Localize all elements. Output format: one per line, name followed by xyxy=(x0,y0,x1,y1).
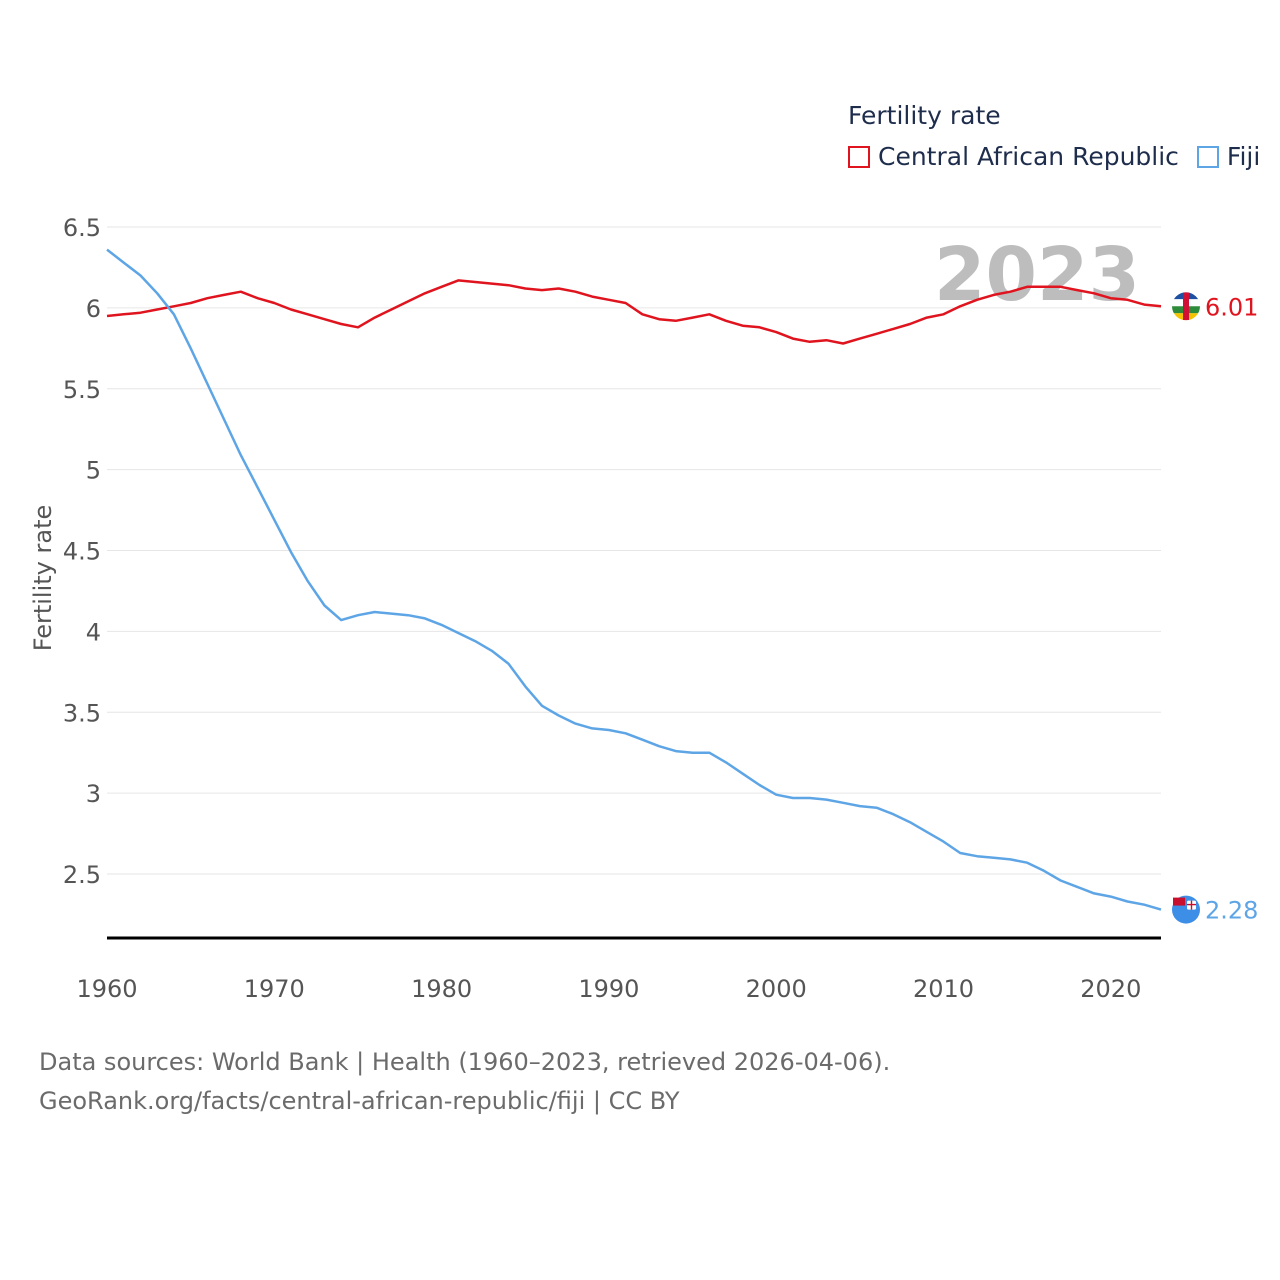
series-line-central-african-republic xyxy=(106,279,1162,345)
y-tick-label-3: 3 xyxy=(86,780,101,808)
legend: Fertility rate Central African Republic … xyxy=(848,100,1260,171)
y-axis-ticks: 2.5 3 3.5 4 4.5 5 5.5 6 6.5 xyxy=(63,214,101,889)
y-tick-label-5: 5 xyxy=(86,457,101,485)
x-tick-label-1990: 1990 xyxy=(578,975,639,1003)
legend-swatch-central-african-republic xyxy=(848,145,870,168)
y-tick-label-3.5: 3.5 xyxy=(63,699,101,727)
end-value-label-central-african-republic: 6.01 xyxy=(1205,293,1258,321)
end-value-label-fiji: 2.28 xyxy=(1205,897,1258,925)
footer-sources: Data sources: World Bank | Health (1960–… xyxy=(39,1048,891,1076)
legend-title: Fertility rate xyxy=(848,101,1001,130)
x-tick-label-2000: 2000 xyxy=(746,975,807,1003)
legend-item-fiji[interactable]: Fiji xyxy=(1196,142,1261,171)
x-tick-label-1970: 1970 xyxy=(244,975,305,1003)
footer: Data sources: World Bank | Health (1960–… xyxy=(39,1043,890,1121)
y-tick-label-6: 6 xyxy=(86,295,101,323)
grid-lines xyxy=(107,226,1161,875)
x-tick-label-1980: 1980 xyxy=(411,975,472,1003)
series-lines xyxy=(106,248,1162,911)
x-tick-label-2010: 2010 xyxy=(913,975,974,1003)
series-end-markers: 6.01 2.28 xyxy=(1172,292,1258,925)
legend-swatch-fiji xyxy=(1196,145,1219,168)
flag-icon-fiji xyxy=(1172,895,1200,924)
y-tick-label-4: 4 xyxy=(86,618,101,646)
flag-band-central-african-republic xyxy=(1183,292,1189,321)
flag-icon-central-african-republic xyxy=(1172,292,1200,321)
y-axis-label: Fertility rate xyxy=(29,505,57,652)
y-tick-label-6.5: 6.5 xyxy=(63,214,101,242)
legend-item-central-african-republic[interactable]: Central African Republic xyxy=(848,142,1179,171)
x-tick-label-1960: 1960 xyxy=(76,975,137,1003)
legend-label-central-african-republic: Central African Republic xyxy=(878,142,1179,171)
y-tick-label-4.5: 4.5 xyxy=(63,538,101,566)
legend-label-fiji: Fiji xyxy=(1226,142,1261,171)
y-tick-label-5.5: 5.5 xyxy=(63,376,101,404)
x-tick-label-2020: 2020 xyxy=(1080,975,1141,1003)
footer-attribution: GeoRank.org/facts/central-african-republ… xyxy=(39,1087,680,1115)
legend-items: Central African Republic Fiji xyxy=(848,142,1260,171)
flag-body-central-african-republic xyxy=(1172,292,1200,321)
flag-jack-fiji xyxy=(1173,897,1185,906)
series-line-fiji xyxy=(106,248,1162,911)
x-axis-ticks: 1960 1970 1980 1990 2000 2010 2020 xyxy=(76,975,1141,1003)
y-tick-label-2.5: 2.5 xyxy=(63,861,101,889)
